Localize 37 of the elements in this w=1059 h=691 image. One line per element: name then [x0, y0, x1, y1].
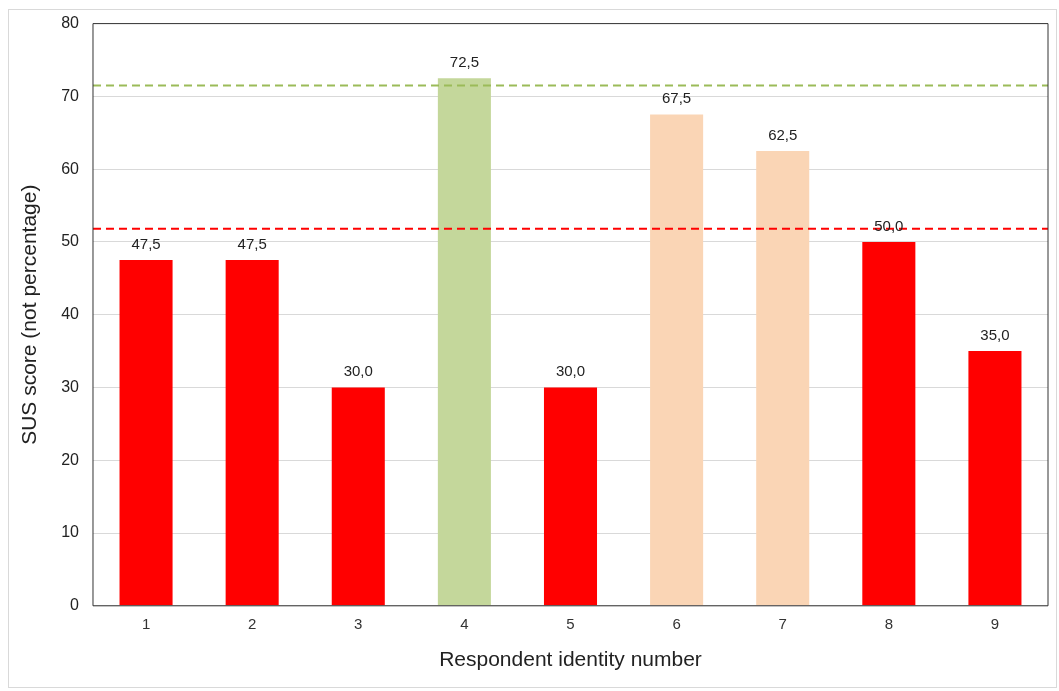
y-axis-title: SUS score (not percentage)	[17, 184, 41, 445]
data-label: 30,0	[343, 362, 373, 380]
y-tick-label: 20	[61, 450, 80, 468]
x-tick-label: 7	[778, 614, 787, 632]
y-tick-label: 70	[61, 86, 80, 104]
data-label: 47,5	[237, 234, 267, 252]
x-tick-label: 5	[566, 614, 575, 632]
data-label: 72,5	[449, 52, 479, 70]
bar	[862, 241, 916, 606]
bar	[437, 78, 491, 606]
data-label: 30,0	[555, 362, 586, 380]
bar	[225, 260, 279, 606]
bar	[543, 387, 598, 606]
bar	[968, 351, 1022, 606]
bar	[331, 387, 385, 606]
x-tick-label: 3	[354, 614, 363, 632]
y-tick-label: 10	[61, 523, 80, 541]
bar	[650, 114, 704, 606]
bar	[756, 150, 810, 606]
y-tick-label: 50	[61, 232, 80, 250]
y-tick-label: 60	[61, 159, 80, 177]
x-tick-label: 4	[460, 614, 469, 632]
data-label: 47,5	[131, 234, 161, 252]
x-tick-label: 9	[990, 614, 1000, 632]
bar	[119, 260, 173, 606]
x-tick-label: 8	[884, 614, 893, 632]
y-tick-label: 80	[61, 14, 80, 32]
y-tick-label: 30	[61, 377, 80, 395]
y-tick-label: 40	[61, 305, 80, 323]
x-tick-label: 2	[247, 614, 257, 632]
x-tick-label: 1	[141, 614, 151, 632]
x-axis-title: Respondent identity number	[439, 647, 702, 671]
data-label: 35,0	[980, 325, 1010, 343]
data-label: 67,5	[662, 89, 692, 107]
data-label: 62,5	[768, 125, 798, 143]
x-tick-label: 6	[672, 614, 681, 632]
y-tick-label: 0	[70, 596, 80, 614]
